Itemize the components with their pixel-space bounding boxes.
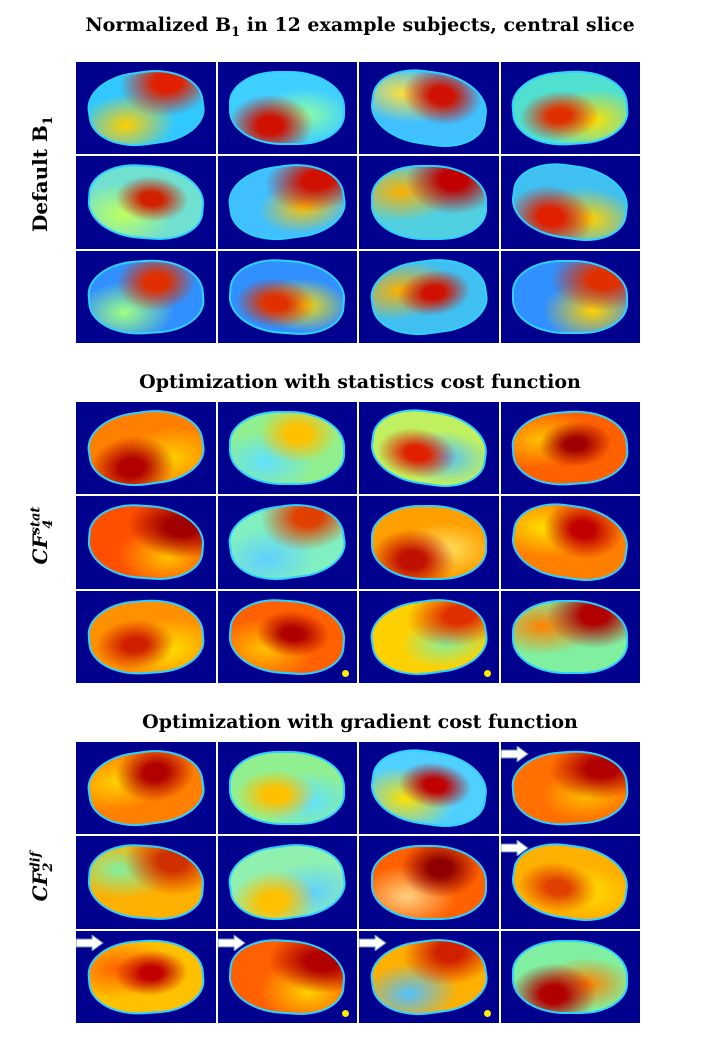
b1-map-blob [372,847,485,918]
b1-map-blob [87,257,204,336]
b1-map-cell [217,930,357,1023]
b1-map-blob [368,594,489,680]
arrow-icon [500,840,529,857]
b1-map-blob [87,503,204,582]
b1-map-cell [76,250,216,343]
b1-map-cell [217,590,357,683]
b1-map-cell [359,62,499,155]
b1-map-cell [500,62,640,155]
b1-map-blob [227,159,348,245]
b1-map-cell [217,156,357,249]
b1-map-blob [368,745,489,831]
b1-map-cell [500,496,640,589]
b1-map-cell [217,250,357,343]
b1-map-blob [229,257,346,336]
b1-map-cell [76,742,216,835]
b1-map-cell [359,930,499,1023]
gradient-grid [76,742,640,1023]
statistics-grid [76,402,640,683]
b1-map-cell [359,836,499,929]
b1-map-cell [359,156,499,249]
b1-map-blob [231,73,344,144]
arrow-icon [359,934,387,951]
b1-map-blob [227,839,348,925]
b1-map-blob [368,254,489,340]
b1-map-blob [87,937,204,1016]
b1-map-blob [512,69,629,148]
b1-map-cell [76,836,216,929]
b1-map-cell [359,590,499,683]
b1-map-blob [87,597,204,676]
row-label-cf4-stat: CFstat4 [28,506,56,565]
b1-map-blob [372,507,485,578]
b1-map-cell [217,496,357,589]
arrow-icon [500,746,529,762]
b1-map-cell [500,250,640,343]
b1-map-blob [510,499,631,585]
b1-map-blob [368,405,489,491]
row-label-cf2-dif: CFdif2 [28,851,56,902]
b1-map-cell [359,742,499,835]
b1-map-cell [76,402,216,495]
b1-map-cell [217,742,357,835]
section-title-statistics: Optimization with statistics cost functi… [139,371,581,393]
b1-map-blob [227,499,348,585]
section-title-gradient: Optimization with gradient cost function [142,711,578,733]
marker-dot [483,1010,491,1017]
arrow-icon [76,934,104,951]
b1-map-cell [76,590,216,683]
b1-map-blob [87,843,204,922]
default-b1-grid [76,62,640,343]
b1-map-cell [500,742,640,835]
marker-dot [483,670,491,677]
b1-map-cell [500,156,640,249]
b1-map-cell [76,496,216,589]
b1-map-blob [231,753,344,824]
b1-map-cell [500,836,640,929]
arrow-icon [217,934,246,951]
b1-map-cell [76,62,216,155]
b1-map-blob [368,65,489,151]
b1-map-cell [76,156,216,249]
b1-map-cell [500,402,640,495]
b1-map-cell [359,250,499,343]
b1-map-blob [512,749,629,828]
b1-map-cell [500,930,640,1023]
b1-map-cell [217,402,357,495]
b1-map-blob [229,597,346,676]
b1-map-cell [217,836,357,929]
b1-map-blob [510,159,631,245]
b1-map-cell [359,402,499,495]
b1-map-cell [217,62,357,155]
b1-map-blob [514,261,627,332]
b1-map-blob [85,405,206,491]
b1-map-blob [85,65,206,151]
b1-map-cell [76,930,216,1023]
marker-dot [342,670,349,677]
b1-map-cell [359,496,499,589]
marker-dot [342,1010,349,1017]
b1-map-blob [372,167,485,238]
figure-title: Normalized B1 in 12 example subjects, ce… [85,14,635,40]
b1-map-blob [512,409,629,488]
b1-map-blob [87,163,204,242]
b1-map-blob [231,413,344,484]
b1-map-blob [85,745,206,831]
b1-map-blob [514,941,627,1012]
b1-map-cell [500,590,640,683]
row-label-default-b1: Default B1 [28,116,56,232]
b1-map-blob [514,601,627,672]
b1-map-blob [229,937,346,1016]
